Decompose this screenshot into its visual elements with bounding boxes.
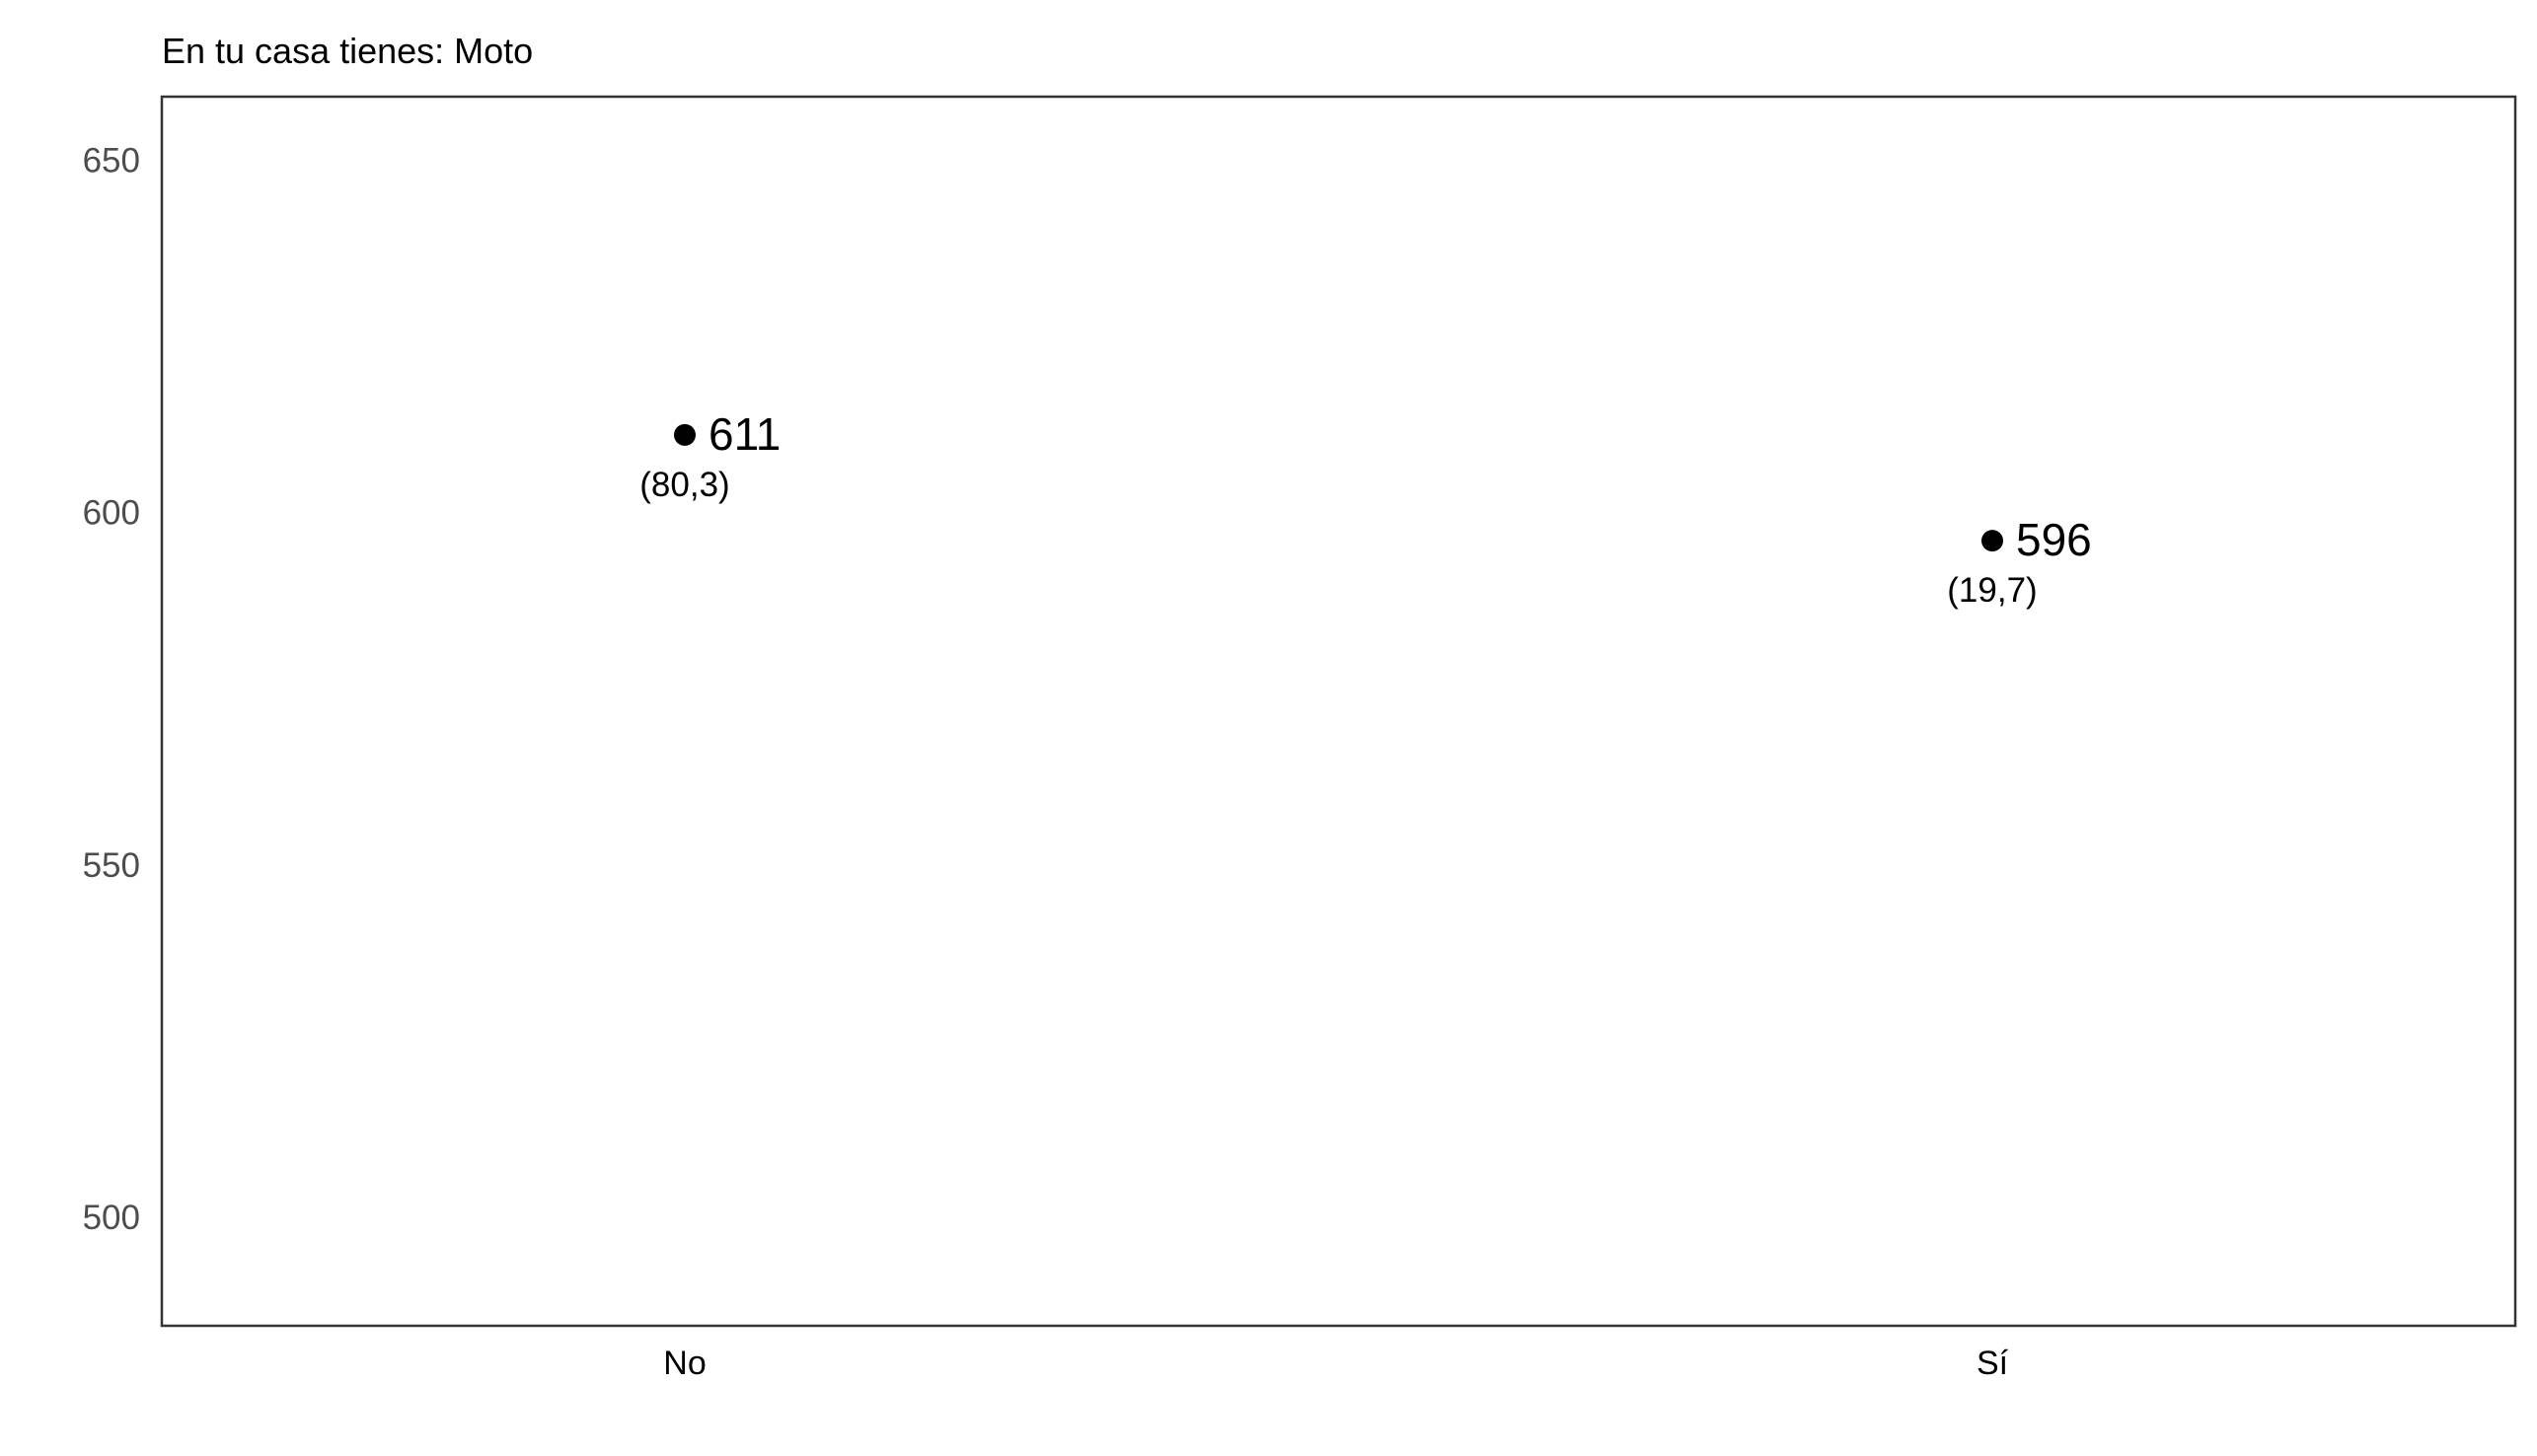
data-percent-label: (19,7) — [1947, 571, 2037, 610]
y-tick-label: 500 — [83, 1199, 140, 1237]
y-axis: 500 550 600 650 — [83, 141, 140, 1237]
x-axis: No Sí — [663, 1345, 2008, 1382]
y-tick-label: 600 — [83, 494, 140, 533]
chart-title: En tu casa tienes: Moto — [162, 31, 533, 71]
data-point — [1981, 530, 2003, 552]
y-tick-label: 650 — [83, 141, 140, 180]
data-value-label: 611 — [709, 408, 781, 460]
y-tick-label: 550 — [83, 846, 140, 885]
x-tick-label: No — [663, 1345, 706, 1382]
data-value-label: 596 — [2016, 514, 2092, 565]
data-point — [674, 423, 696, 446]
x-tick-label: Sí — [1977, 1345, 2009, 1382]
plot-panel — [160, 95, 2517, 1328]
data-points: 611 (80,3) 596 (19,7) — [639, 408, 2091, 610]
data-percent-label: (80,3) — [639, 466, 729, 504]
